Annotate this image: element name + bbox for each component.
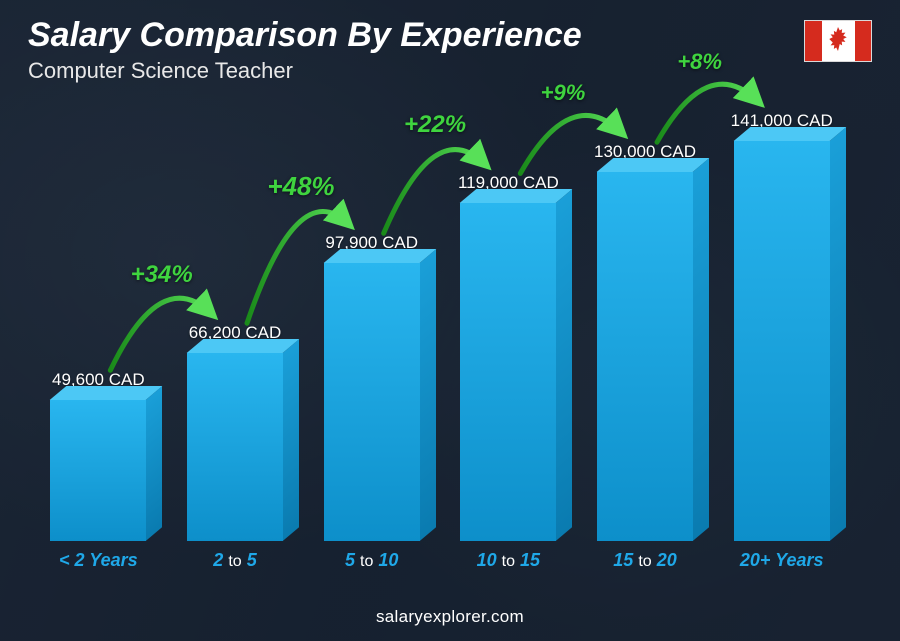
bar (324, 263, 420, 541)
bar-slot-3: 119,000 CAD10 to 15 (440, 100, 577, 541)
bar-cap (187, 339, 300, 353)
bar-slot-4: 130,000 CAD15 to 20 (577, 100, 714, 541)
chart-subtitle: Computer Science Teacher (28, 58, 293, 84)
bar-cap (597, 158, 710, 172)
bar-front (597, 172, 693, 541)
bar-category-label: 20+ Years (686, 550, 877, 571)
bar (597, 172, 693, 541)
bar-side (830, 127, 846, 540)
flag-band-center (822, 21, 855, 61)
bar-side (693, 158, 709, 540)
bar-slot-5: 141,000 CAD20+ Years (713, 100, 850, 541)
bar-side (146, 386, 162, 540)
bar-front (734, 141, 830, 541)
bar-slot-2: 97,900 CAD5 to 10 (303, 100, 440, 541)
bars-container: 49,600 CAD< 2 Years66,200 CAD2 to 597,90… (30, 100, 850, 541)
bar-front (187, 353, 283, 541)
bar-cap (733, 127, 846, 141)
bar-front (324, 263, 420, 541)
bar-front (460, 203, 556, 541)
growth-arc-label: +8% (677, 49, 722, 75)
maple-leaf-icon (827, 27, 849, 55)
bar (50, 400, 146, 541)
bar-slot-1: 66,200 CAD2 to 5 (167, 100, 304, 541)
footer-attribution: salaryexplorer.com (0, 607, 900, 627)
flag-band-right (855, 21, 872, 61)
bar-front (50, 400, 146, 541)
bar-side (556, 189, 572, 540)
bar-side (283, 339, 299, 540)
flag-band-left (805, 21, 822, 61)
infographic-root: Salary Comparison By Experience Computer… (0, 0, 900, 641)
bar-cap (323, 249, 436, 263)
bar-cap (50, 386, 163, 400)
bar-side (420, 249, 436, 540)
country-flag-canada (804, 20, 872, 62)
bar-chart: 49,600 CAD< 2 Years66,200 CAD2 to 597,90… (30, 100, 850, 571)
bar (187, 353, 283, 541)
bar-cap (460, 189, 573, 203)
bar (734, 141, 830, 541)
bar-slot-0: 49,600 CAD< 2 Years (30, 100, 167, 541)
chart-title: Salary Comparison By Experience (28, 16, 582, 55)
bar (460, 203, 556, 541)
